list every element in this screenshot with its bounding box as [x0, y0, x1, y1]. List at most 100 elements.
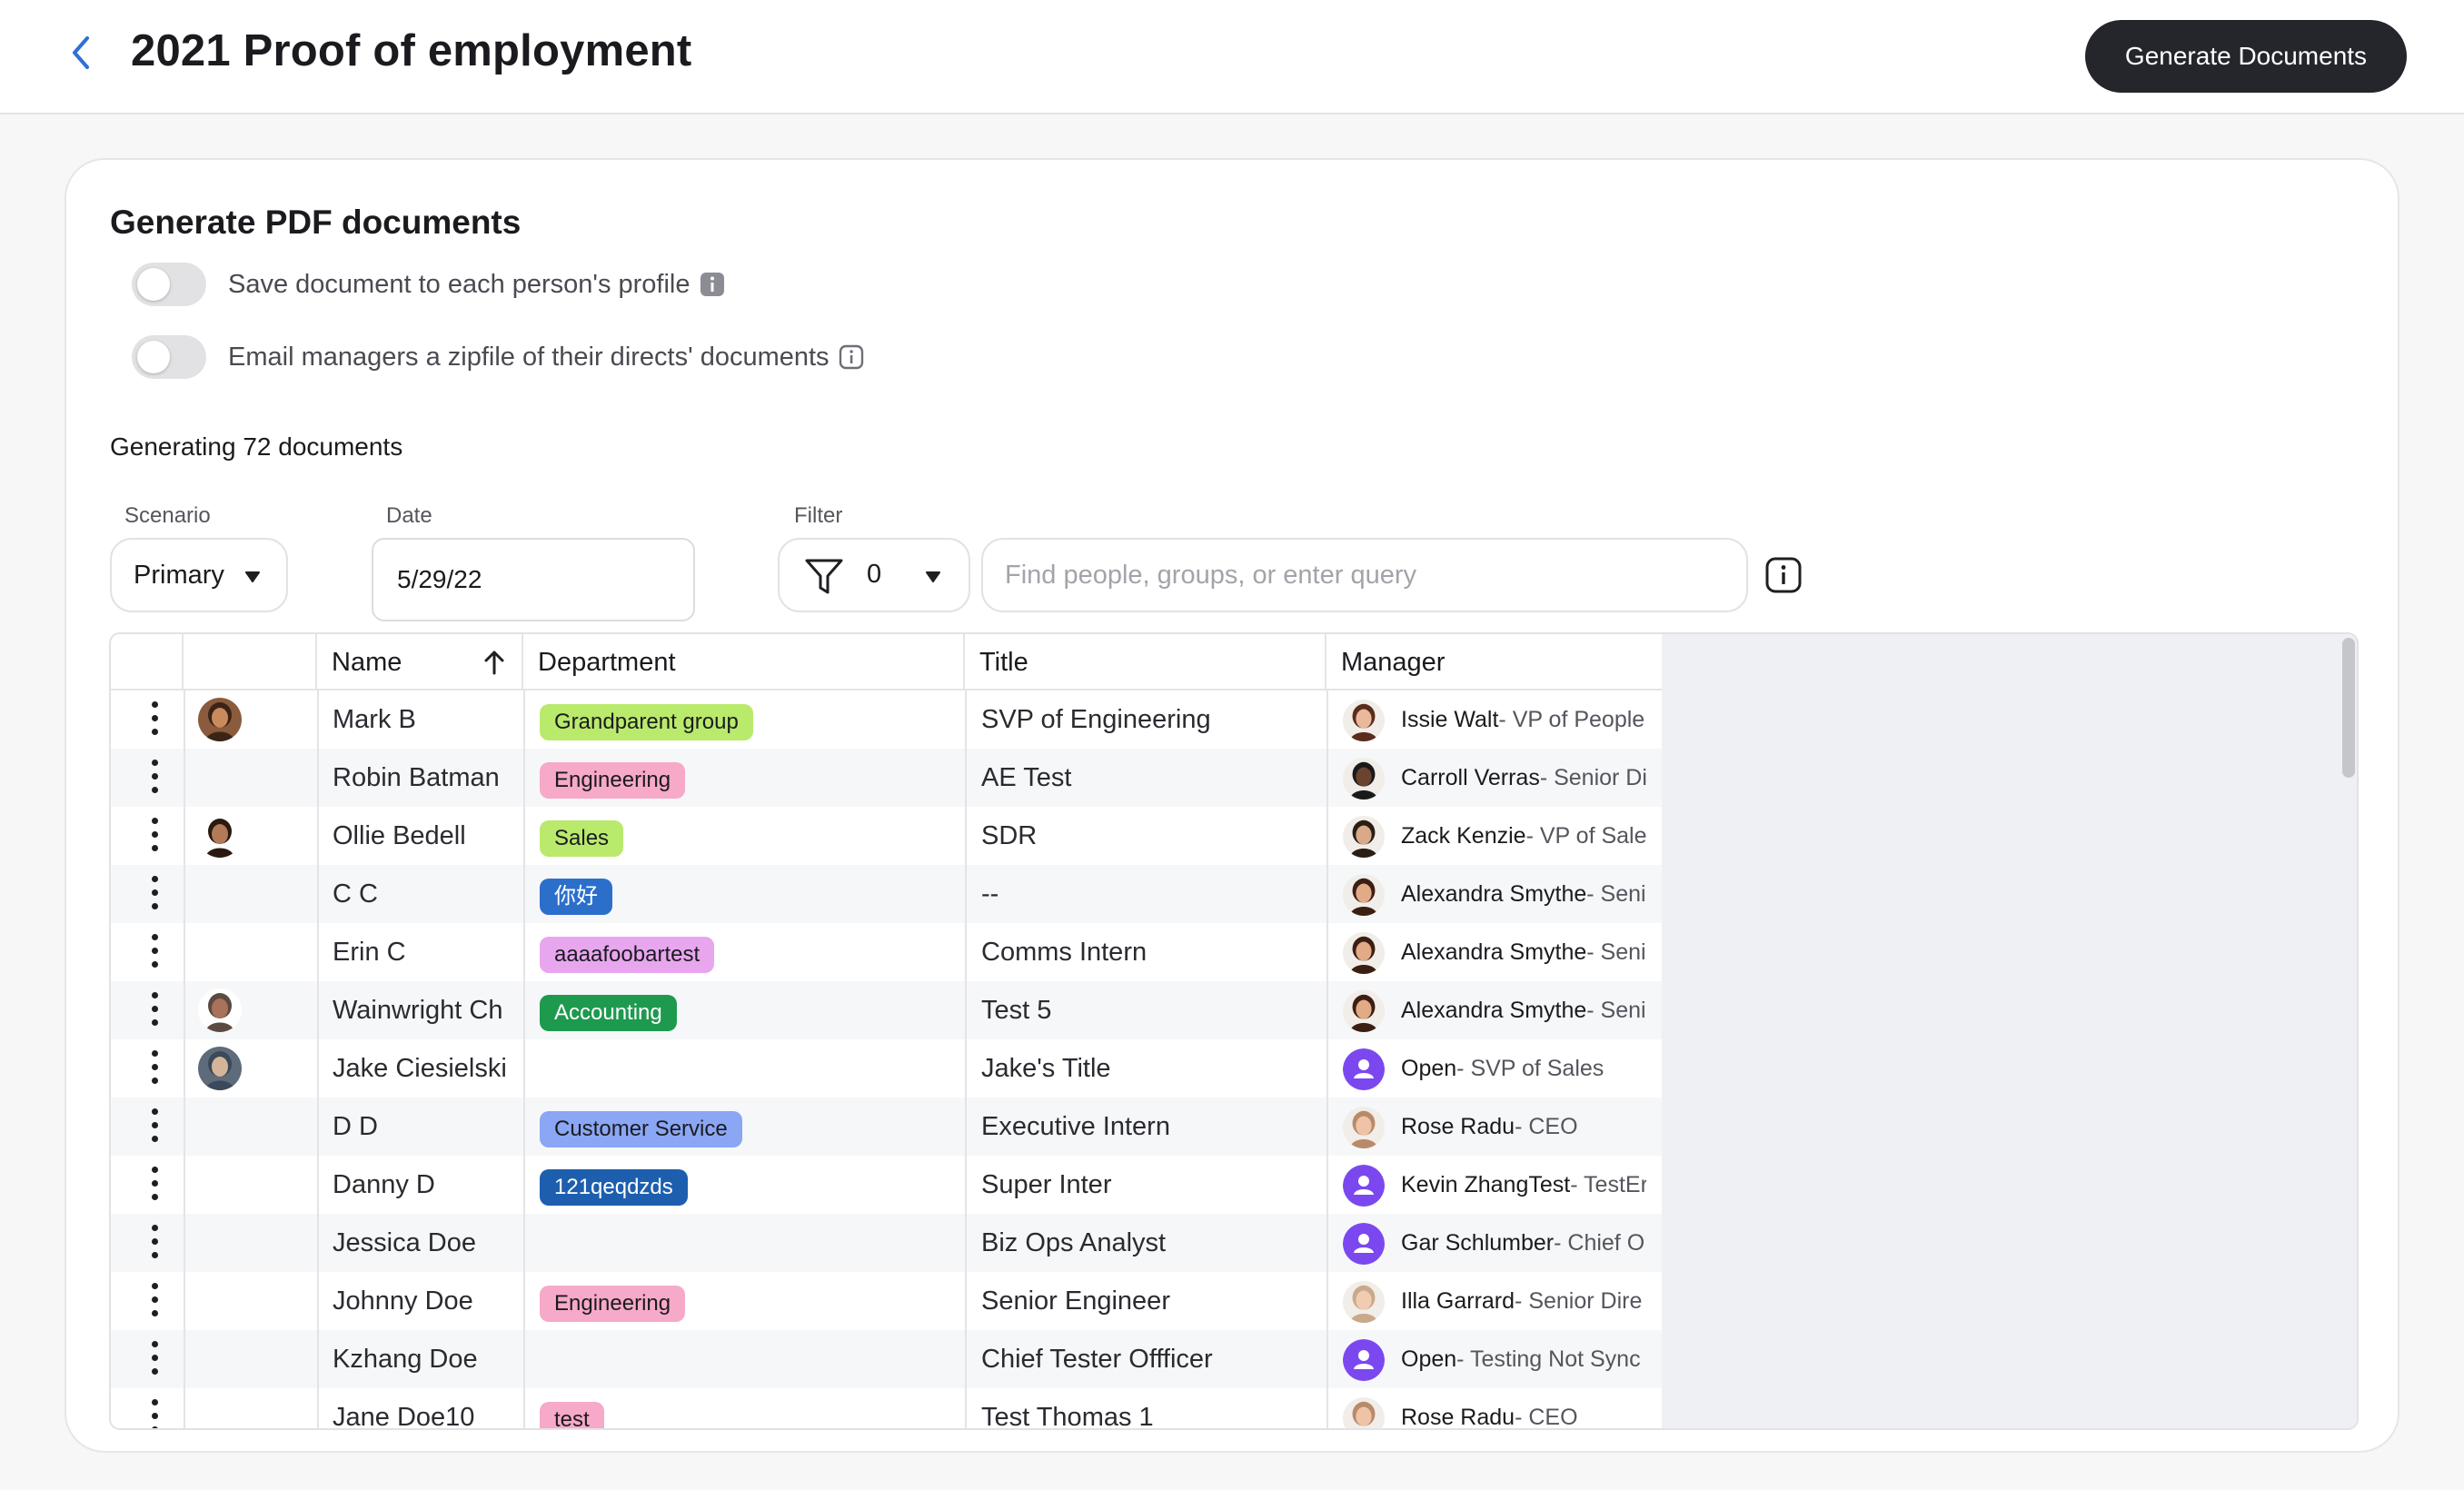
person-name[interactable]: Wainwright Ch: [333, 995, 503, 1025]
save-to-profile-row: Save document to each person's profile: [132, 262, 725, 307]
table-row[interactable]: D D Customer Service Executive Intern Rose …: [111, 1098, 1662, 1156]
person-name[interactable]: Danny D: [333, 1169, 435, 1199]
filter-label: Filter: [794, 503, 843, 528]
table-row[interactable]: Danny D 121qeqdzds Super Inter Kevin ZhangT…: [111, 1156, 1662, 1214]
department-cell: Grandparent group: [540, 690, 958, 749]
manager-cell[interactable]: Rose Radu - CEO: [1326, 1098, 1662, 1156]
manager-cell[interactable]: Illa Garrard - Senior Dire: [1326, 1272, 1662, 1330]
manager-cell[interactable]: Zack Kenzie - VP of Sales: [1326, 807, 1662, 865]
row-actions-kebab-icon[interactable]: [145, 818, 164, 858]
department-cell: Engineering: [540, 1272, 958, 1330]
department-cell: Engineering: [540, 749, 958, 807]
person-name[interactable]: Jessica Doe: [333, 1227, 476, 1257]
manager-text: Alexandra Smythe - Seni: [1401, 923, 1646, 981]
manager-cell[interactable]: Alexandra Smythe - Seni: [1326, 923, 1662, 981]
person-name[interactable]: D D: [333, 1111, 378, 1141]
caret-down-icon: [245, 571, 260, 582]
table-row[interactable]: Jane Doe10 test Test Thomas 1 Rose Radu - C…: [111, 1388, 1662, 1430]
email-managers-toggle[interactable]: [132, 335, 206, 379]
manager-avatar: [1343, 1223, 1385, 1265]
manager-cell[interactable]: Kevin ZhangTest - TestEr: [1326, 1156, 1662, 1214]
table-row[interactable]: Kzhang Doe Chief Tester Offficer Open - Te…: [111, 1330, 1662, 1388]
manager-name: Open: [1401, 1055, 1457, 1081]
person-name[interactable]: Ollie Bedell: [333, 820, 466, 850]
table-row[interactable]: Robin Batman Engineering AE Test Carroll Ve…: [111, 749, 1662, 807]
table-row[interactable]: Mark B Grandparent group SVP of Engineerin…: [111, 690, 1662, 749]
info-outline-icon[interactable]: [839, 344, 864, 370]
save-to-profile-toggle[interactable]: [132, 263, 206, 306]
save-to-profile-label: Save document to each person's profile: [228, 269, 691, 299]
manager-avatar: [1343, 758, 1385, 800]
person-name[interactable]: Johnny Doe: [333, 1286, 473, 1316]
manager-text: Rose Radu - CEO: [1401, 1098, 1646, 1156]
manager-text: Issie Walt - VP of People: [1401, 690, 1646, 749]
person-name[interactable]: Kzhang Doe: [333, 1344, 478, 1374]
generate-documents-button[interactable]: Generate Documents: [2085, 20, 2407, 93]
manager-cell[interactable]: Alexandra Smythe - Seni: [1326, 981, 1662, 1039]
person-name[interactable]: C C: [333, 879, 378, 909]
row-actions-kebab-icon[interactable]: [145, 1341, 164, 1381]
row-actions-kebab-icon[interactable]: [145, 1108, 164, 1148]
row-actions-kebab-icon[interactable]: [145, 1399, 164, 1428]
manager-text: Alexandra Smythe - Seni: [1401, 865, 1646, 923]
manager-cell[interactable]: Carroll Verras - Senior Di: [1326, 749, 1662, 807]
people-table: Name Department Title Manager Mark B Gran…: [109, 632, 2359, 1430]
manager-avatar: [1343, 700, 1385, 741]
manager-cell[interactable]: Gar Schlumber - Chief O: [1326, 1214, 1662, 1272]
person-name[interactable]: Mark B: [333, 704, 416, 734]
manager-text: Illa Garrard - Senior Dire: [1401, 1272, 1646, 1330]
department-cell: Customer Service: [540, 1098, 958, 1156]
person-name[interactable]: Robin Batman: [333, 762, 500, 792]
table-row[interactable]: Jake Ciesielski Jake's Title Open - SVP of…: [111, 1039, 1662, 1098]
job-title: --: [981, 879, 999, 909]
manager-title: - VP of Sales: [1525, 822, 1646, 849]
people-search-input[interactable]: [981, 538, 1748, 612]
person-avatar: [198, 988, 242, 1032]
manager-avatar: [1343, 1339, 1385, 1381]
row-actions-kebab-icon[interactable]: [145, 701, 164, 741]
header-name[interactable]: Name: [317, 634, 523, 690]
row-actions-kebab-icon[interactable]: [145, 934, 164, 974]
date-input[interactable]: [372, 538, 695, 621]
manager-cell[interactable]: Alexandra Smythe - Seni: [1326, 865, 1662, 923]
scenario-select[interactable]: Primary: [110, 538, 288, 612]
manager-cell[interactable]: Open - SVP of Sales: [1326, 1039, 1662, 1098]
email-managers-row: Email managers a zipfile of their direct…: [132, 334, 864, 380]
query-info-icon[interactable]: [1764, 556, 1803, 594]
table-row[interactable]: Wainwright Ch Accounting Test 5 Alexandra S…: [111, 981, 1662, 1039]
header-department[interactable]: Department: [523, 634, 965, 690]
person-name[interactable]: Erin C: [333, 937, 406, 967]
person-name[interactable]: Jake Ciesielski: [333, 1053, 507, 1083]
manager-cell[interactable]: Open - Testing Not Sync: [1326, 1330, 1662, 1388]
manager-cell[interactable]: Issie Walt - VP of People: [1326, 690, 1662, 749]
header-manager[interactable]: Manager: [1341, 647, 1446, 677]
manager-cell[interactable]: Rose Radu - CEO: [1326, 1388, 1662, 1428]
row-actions-kebab-icon[interactable]: [145, 1283, 164, 1323]
row-actions-kebab-icon[interactable]: [145, 1225, 164, 1265]
header-title[interactable]: Title: [965, 634, 1326, 690]
table-row[interactable]: Ollie Bedell Sales SDR Zack Kenzie - VP of …: [111, 807, 1662, 865]
manager-title: - Chief O: [1554, 1229, 1645, 1256]
manager-text: Alexandra Smythe - Seni: [1401, 981, 1646, 1039]
row-actions-kebab-icon[interactable]: [145, 760, 164, 800]
person-name[interactable]: Jane Doe10: [333, 1402, 475, 1430]
table-row[interactable]: Johnny Doe Engineering Senior Engineer Illa…: [111, 1272, 1662, 1330]
row-actions-kebab-icon[interactable]: [145, 992, 164, 1032]
department-tag: Engineering: [540, 1286, 686, 1322]
table-row[interactable]: Jessica Doe Biz Ops Analyst Gar Schlumber …: [111, 1214, 1662, 1272]
row-actions-kebab-icon[interactable]: [145, 1050, 164, 1090]
filter-button[interactable]: 0: [778, 538, 970, 612]
table-row[interactable]: C C 你好 -- Alexandra Smythe - Seni: [111, 865, 1662, 923]
table-row[interactable]: Erin C aaaafoobartest Comms Intern Alexandr…: [111, 923, 1662, 981]
info-filled-icon[interactable]: [700, 272, 725, 297]
job-title: Comms Intern: [981, 937, 1148, 967]
back-button[interactable]: [58, 27, 102, 78]
manager-name: Rose Radu: [1401, 1113, 1515, 1139]
manager-avatar: [1343, 1107, 1385, 1148]
row-actions-kebab-icon[interactable]: [145, 876, 164, 916]
manager-avatar: [1343, 932, 1385, 974]
vertical-scrollbar[interactable]: [2342, 638, 2355, 778]
manager-text: Zack Kenzie - VP of Sales: [1401, 807, 1646, 865]
department-tag: Grandparent group: [540, 704, 753, 740]
row-actions-kebab-icon[interactable]: [145, 1167, 164, 1207]
